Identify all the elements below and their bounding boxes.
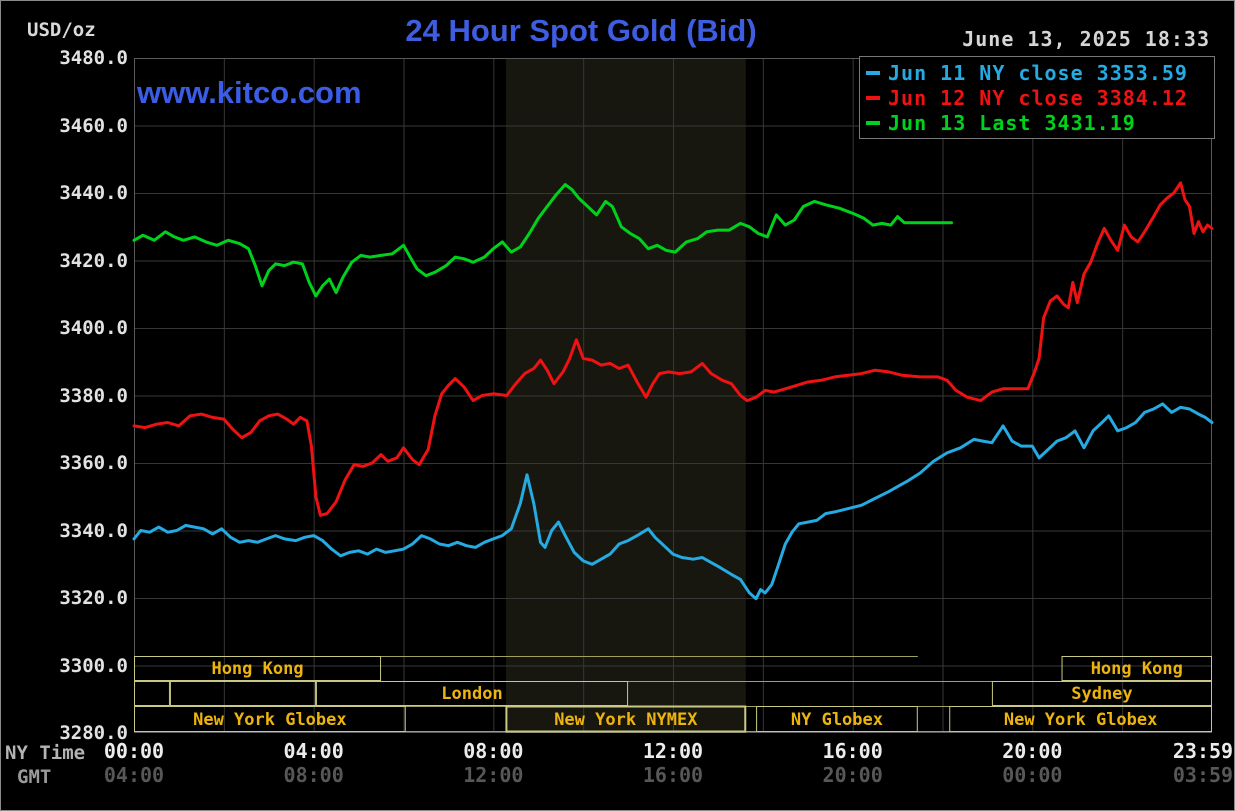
y-tick-label: 3340.0: [59, 519, 128, 542]
session-box-ny-globex: [756, 706, 918, 732]
series-line-2: [132, 183, 953, 298]
x-tick-ny-label: 04:00: [283, 739, 344, 763]
x-tick-ny-label: 23:59: [1172, 739, 1234, 763]
y-tick-label: 3400.0: [59, 317, 128, 339]
session-box-london: [315, 681, 629, 706]
x-tick-gmt-label: 16:00: [642, 763, 704, 787]
legend-label: Jun 12 NY close 3384.12: [888, 85, 1188, 110]
session-label-sydney: Sydney: [1071, 684, 1132, 704]
session-box-hong-kong: [134, 656, 382, 681]
legend-label: Jun 11 NY close 3353.59: [888, 60, 1188, 85]
legend-item-jun13: Jun 13 Last 3431.19: [866, 111, 1208, 135]
x-tick-ny-label: 16:00: [822, 739, 883, 763]
y-tick-label: 3320.0: [59, 587, 128, 609]
y-tick-label: 3300.0: [59, 654, 128, 677]
chart-timestamp: June 13, 2025 18:33: [962, 27, 1210, 51]
x-tick-gmt-label: 03:59: [1172, 763, 1234, 787]
gmt-axis-label: GMT: [17, 766, 52, 788]
legend-dash-icon: [866, 70, 880, 75]
session-label-new-york-globex: New York Globex: [193, 710, 347, 730]
session-box-new-york-globex: [949, 706, 1212, 732]
session-box-new-york-globex: [134, 706, 406, 732]
session-box-new-york-nymex: [505, 705, 747, 733]
session-label-new-york-globex: New York Globex: [1004, 710, 1158, 730]
session-box-hong-kong: [1061, 656, 1213, 681]
x-tick-ny-label: 12:00: [642, 739, 704, 763]
page-title: 24 Hour Spot Gold (Bid): [405, 13, 757, 48]
y-tick-label: 3460.0: [59, 114, 128, 137]
session-label-ny-globex: NY Globex: [791, 710, 883, 730]
x-tick-gmt-label: 20:00: [822, 763, 883, 787]
x-tick-gmt-label: 12:00: [463, 763, 524, 787]
x-tick-gmt-label: 08:00: [283, 763, 344, 787]
x-tick-ny-label: 08:00: [463, 739, 524, 763]
series-line-1: [132, 181, 1214, 517]
session-label-hong-kong: Hong Kong: [211, 659, 303, 679]
y-axis-units-label: USD/oz: [27, 19, 96, 41]
x-tick-ny-label: 20:00: [1002, 739, 1063, 763]
legend-label: Jun 13 Last 3431.19: [888, 110, 1136, 135]
kitco-watermark: www.kitco.com: [137, 75, 362, 110]
legend-box: Jun 11 NY close 3353.59 Jun 12 NY close …: [859, 56, 1215, 139]
legend-item-jun11: Jun 11 NY close 3353.59: [866, 61, 1208, 85]
y-tick-label: 3380.0: [59, 384, 128, 407]
legend-item-jun12: Jun 12 NY close 3384.12: [866, 86, 1208, 110]
y-tick-label: 3420.0: [59, 249, 128, 272]
y-tick-label: 3440.0: [59, 182, 128, 204]
x-tick-gmt-label: 00:00: [1002, 763, 1063, 787]
series-line-0: [132, 402, 1214, 601]
session-label-hong-kong: Hong Kong: [1091, 659, 1183, 679]
y-tick-label: 3480.0: [59, 47, 128, 69]
ny-time-axis-label: NY Time: [5, 742, 86, 764]
x-tick-ny-label: 00:00: [103, 739, 165, 763]
session-label-new-york-nymex: New York NYMEX: [554, 710, 698, 730]
session-box-unlabeled: [169, 681, 316, 706]
legend-dash-icon: [866, 120, 880, 125]
session-box-sydney: [991, 681, 1212, 706]
x-tick-gmt-label: 04:00: [103, 763, 165, 787]
session-box-unlabeled: [134, 681, 170, 706]
legend-dash-icon: [866, 95, 880, 100]
session-label-london: London: [441, 684, 502, 704]
y-tick-label: 3360.0: [59, 452, 128, 474]
y-tick-label: 3280.0: [59, 722, 128, 744]
